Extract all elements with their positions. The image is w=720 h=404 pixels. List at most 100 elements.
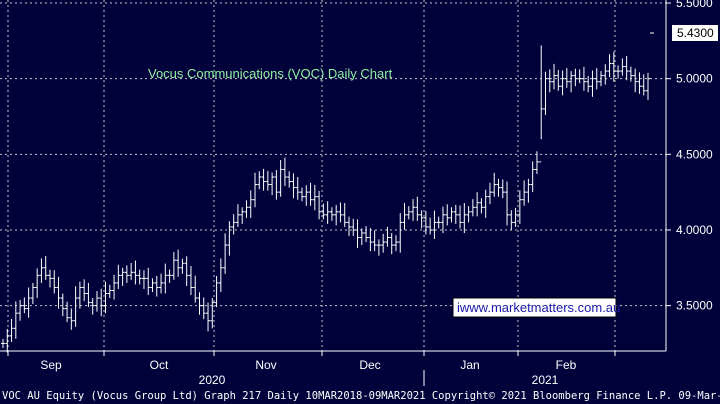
ohlc-bar xyxy=(389,232,394,255)
ohlc-bar xyxy=(637,72,642,94)
ohlc-bar xyxy=(257,171,262,190)
ohlc-bar xyxy=(599,71,604,87)
y-tick-label: 4.0000 xyxy=(676,223,713,237)
watermark-box xyxy=(452,297,617,318)
ohlc-bar xyxy=(466,206,471,223)
ohlc-bar xyxy=(231,214,236,235)
ohlc-bar xyxy=(573,68,578,87)
ohlc-bar xyxy=(308,182,313,206)
price-bars xyxy=(1,45,650,353)
ohlc-bar xyxy=(646,72,650,100)
ohlc-bar xyxy=(163,263,168,294)
ohlc-bar xyxy=(261,168,266,191)
ohlc-bar xyxy=(376,239,381,256)
ohlc-bar xyxy=(487,182,492,205)
ohlc-bar xyxy=(317,190,322,220)
ohlc-bar xyxy=(287,171,292,188)
ohlc-bar xyxy=(265,170,270,191)
ohlc-bar xyxy=(453,204,458,224)
ohlc-bar xyxy=(47,269,52,288)
ohlc-bar xyxy=(534,151,539,174)
ohlc-bar xyxy=(359,228,364,246)
ohlc-bar xyxy=(270,172,275,196)
ohlc-bar xyxy=(35,268,40,299)
ohlc-bar xyxy=(479,198,484,214)
ohlc-bar xyxy=(129,262,134,280)
ohlc-bar xyxy=(137,269,142,285)
ohlc-bar xyxy=(547,69,552,93)
ohlc-bar xyxy=(304,185,309,206)
ohlc-bar xyxy=(325,201,330,224)
ohlc-bar xyxy=(505,181,510,226)
ohlc-bar xyxy=(193,275,198,303)
ohlc-bar xyxy=(530,161,535,193)
ohlc-bar xyxy=(411,199,416,221)
ohlc-bar xyxy=(13,301,18,339)
ohlc-bar xyxy=(385,226,390,247)
ohlc-bar xyxy=(342,203,347,227)
x-month-label: Sep xyxy=(40,358,62,372)
ohlc-bar xyxy=(73,286,78,327)
ohlc-bar xyxy=(611,51,616,82)
ohlc-bar xyxy=(120,267,125,286)
ohlc-bar xyxy=(590,70,595,97)
ohlc-bar xyxy=(577,69,582,84)
ohlc-bar xyxy=(509,210,514,230)
ohlc-bar xyxy=(402,203,407,230)
ohlc-bar xyxy=(26,287,31,318)
ohlc-bar xyxy=(282,157,287,187)
ohlc-bar xyxy=(167,269,172,283)
x-month-label: Dec xyxy=(359,358,380,372)
ohlc-bar xyxy=(569,71,574,93)
ohlc-bar xyxy=(620,58,625,76)
ohlc-bar xyxy=(628,66,633,82)
ohlc-bar xyxy=(218,258,223,292)
ohlc-bar xyxy=(526,178,531,203)
ohlc-bar xyxy=(334,204,339,226)
ohlc-bar xyxy=(564,68,569,88)
x-month-label: Oct xyxy=(150,358,169,372)
ohlc-bar xyxy=(22,297,27,314)
ohlc-bar xyxy=(581,66,586,91)
ohlc-bar xyxy=(180,258,185,274)
ohlc-bar xyxy=(291,173,296,199)
ohlc-bar xyxy=(556,69,561,91)
ohlc-bar xyxy=(372,230,377,252)
ohlc-bar xyxy=(112,274,117,300)
ohlc-bar xyxy=(124,265,129,283)
ohlc-bar xyxy=(364,226,369,243)
ohlc-bar xyxy=(436,216,441,229)
ohlc-bar xyxy=(393,235,398,252)
ohlc-bar xyxy=(141,270,146,289)
ohlc-bar xyxy=(278,160,283,197)
ohlc-bar xyxy=(539,45,544,163)
x-month-label: Nov xyxy=(255,358,276,372)
ohlc-bar xyxy=(423,210,428,235)
ohlc-bar xyxy=(94,291,99,312)
ohlc-bar xyxy=(18,299,23,321)
ohlc-bar xyxy=(116,264,121,289)
y-tick-label: 4.5000 xyxy=(676,147,713,161)
ohlc-bar xyxy=(30,282,35,305)
ohlc-bar xyxy=(419,210,424,229)
ohlc-bar xyxy=(517,190,522,224)
ohlc-bar xyxy=(368,228,373,252)
ohlc-bar xyxy=(522,180,527,206)
ohlc-bar xyxy=(406,206,411,220)
ohlc-bar xyxy=(184,256,189,286)
ohlc-bar xyxy=(69,308,74,330)
last-price-label: 5.4300 xyxy=(677,26,714,40)
ohlc-bar xyxy=(82,279,87,302)
ohlc-bar xyxy=(43,255,48,280)
ohlc-bar xyxy=(86,282,91,308)
ohlc-bar xyxy=(641,74,646,96)
ohlc-bar xyxy=(197,292,202,315)
ohlc-bar xyxy=(235,204,240,227)
ohlc-bar xyxy=(329,207,334,221)
ohlc-bar xyxy=(65,301,70,323)
ohlc-bar xyxy=(274,170,279,200)
ohlc-bar xyxy=(428,217,433,235)
ohlc-bar xyxy=(462,203,467,233)
